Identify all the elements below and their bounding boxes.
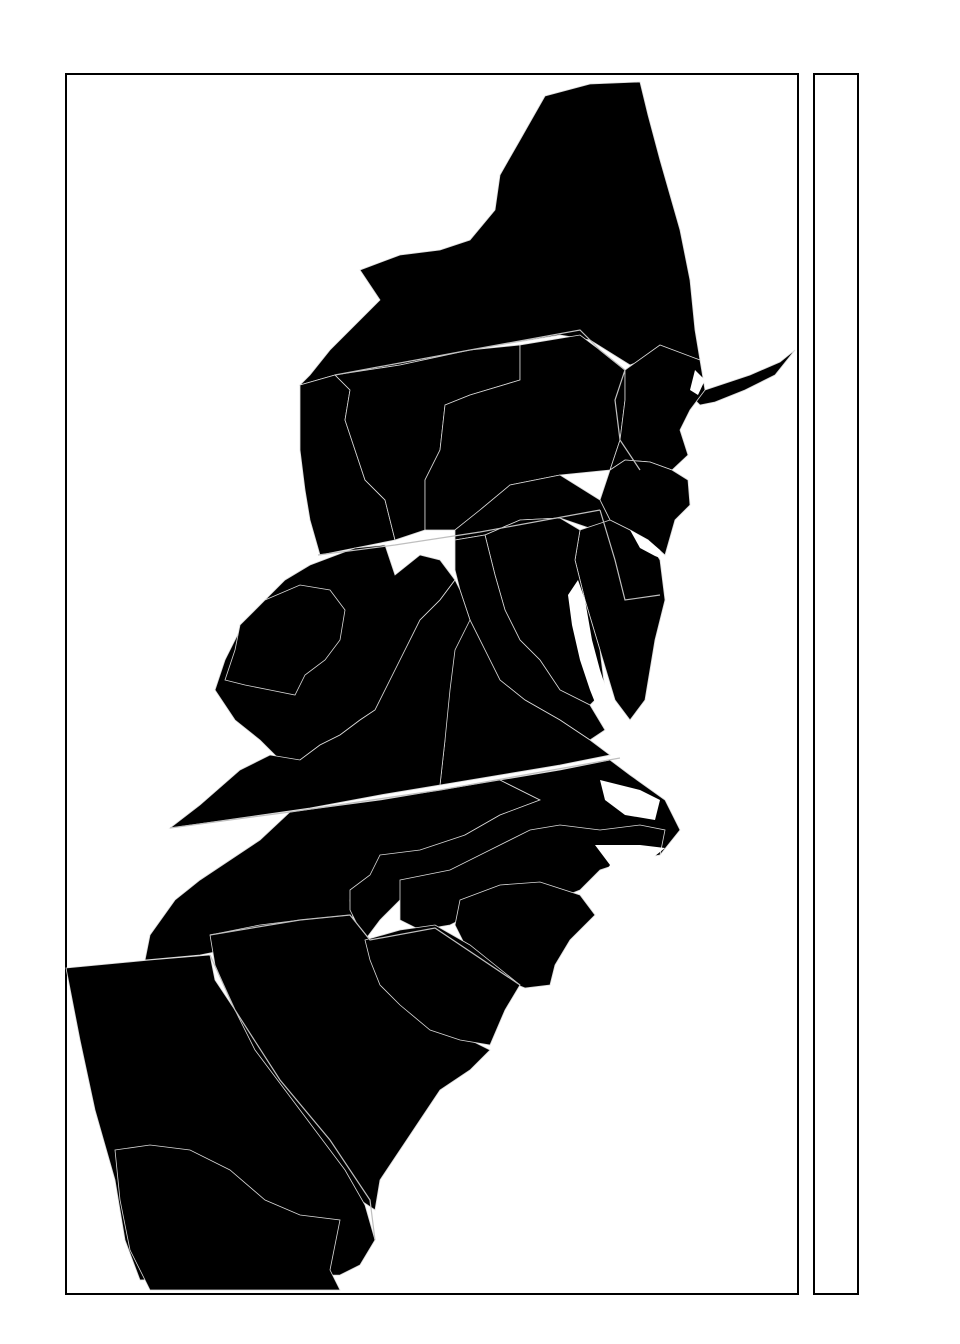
region-west-virginia-core [224, 584, 346, 696]
delaware-bay [630, 530, 665, 560]
chesapeake-bay [568, 580, 620, 728]
legend-frame [813, 73, 859, 1295]
region-south-georgia [114, 1144, 341, 1291]
ny-nj-boundary [614, 369, 641, 471]
hudson-inlet [690, 370, 705, 395]
sc-ga-boundary [209, 954, 376, 1241]
va-nc-boundary [169, 757, 621, 829]
region-long-island [689, 349, 796, 406]
nc-sc-boundary [209, 914, 521, 986]
state-boundaries [169, 329, 661, 1241]
ny-pa-boundary [334, 329, 626, 376]
region-new-jersey [609, 344, 706, 471]
de-md-boundary [599, 509, 661, 601]
map-regions [65, 81, 796, 1291]
color-legend [813, 73, 859, 1295]
water-features [568, 370, 705, 880]
albemarle-sound [595, 845, 665, 880]
region-southwest-virginia [168, 579, 471, 829]
region-southeast-pennsylvania [454, 474, 611, 541]
region-south-carolina-northeast [364, 924, 521, 1046]
pa-md-boundary [317, 509, 601, 556]
pamlico-sound [600, 780, 660, 820]
